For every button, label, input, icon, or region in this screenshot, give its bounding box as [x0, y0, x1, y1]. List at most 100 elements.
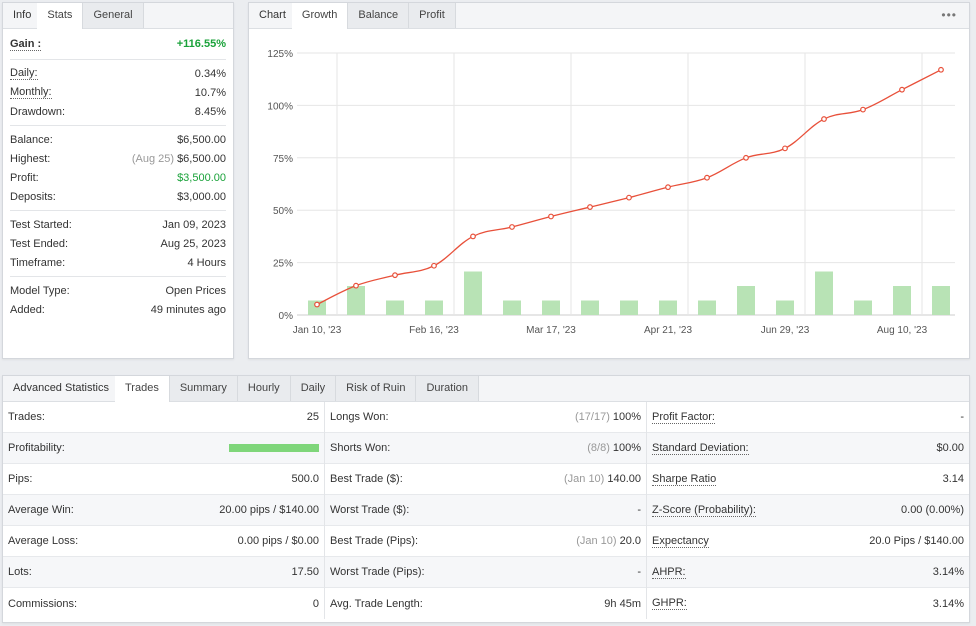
gain-label[interactable]: Gain :: [10, 37, 42, 51]
highest-value: (Aug 25) $6,500.00: [132, 153, 226, 165]
stats-label: Pips:: [8, 473, 33, 485]
growth-point[interactable]: [860, 106, 866, 113]
stats-value: 500.0: [291, 473, 319, 485]
y-tick-label: 125%: [267, 49, 293, 60]
stats-value: 0.00 pips / $0.00: [238, 535, 319, 547]
stats-label[interactable]: AHPR:: [652, 565, 686, 579]
bar-mark: [581, 300, 599, 315]
stats-label: Worst Trade ($):: [330, 504, 410, 516]
stats-value-text: 0.00 pips / $0.00: [237, 535, 319, 547]
tab-profit[interactable]: Profit: [409, 3, 456, 28]
tab-summary[interactable]: Summary: [169, 376, 238, 401]
growth-point[interactable]: [548, 213, 554, 220]
stats-label[interactable]: Expectancy: [652, 534, 709, 548]
stats-column-2: Longs Won: (17/17) 100% Shorts Won: (8/8) 100…: [325, 402, 647, 619]
stats-row: Expectancy 20.0 Pips / $140.00: [647, 526, 969, 557]
stats-value: 0: [313, 598, 319, 610]
growth-point[interactable]: [782, 145, 788, 152]
stats-value-text: $0.00: [936, 442, 964, 454]
stats-row: Longs Won: (17/17) 100%: [325, 402, 646, 433]
stats-value: (8/8) 100%: [587, 442, 641, 454]
test-ended-value: Aug 25, 2023: [160, 237, 226, 250]
tab-general[interactable]: General: [83, 3, 144, 28]
stats-value: (Jan 10) 20.0: [576, 535, 641, 547]
info-row-timeframe: Timeframe: 4 Hours: [10, 253, 226, 272]
tab-stats[interactable]: Stats: [37, 3, 84, 29]
stats-label: Commissions:: [8, 597, 78, 610]
growth-point[interactable]: [509, 224, 515, 230]
x-tick-label: Feb 16, '23: [409, 325, 459, 336]
stats-label: Avg. Trade Length:: [330, 597, 423, 610]
stats-label: Best Trade (Pips):: [330, 535, 419, 547]
tab-balance[interactable]: Balance: [348, 3, 410, 28]
tab-growth[interactable]: Growth: [291, 3, 349, 29]
stats-row: Commissions: 0: [3, 588, 324, 619]
stats-value-text: 0: [312, 597, 319, 610]
stats-label: Average Win:: [8, 504, 74, 516]
bar-mark: [308, 300, 326, 315]
bar-mark: [893, 286, 911, 315]
tab-duration[interactable]: Duration: [416, 376, 480, 401]
stats-row: Sharpe Ratio 3.14: [647, 464, 969, 495]
growth-point[interactable]: [899, 86, 905, 93]
stats-value-text: -: [960, 411, 964, 423]
daily-label[interactable]: Daily:: [10, 67, 38, 80]
tab-daily[interactable]: Daily: [290, 376, 337, 401]
x-tick-label: Jun 29, '23: [761, 325, 810, 336]
tab-chart[interactable]: Chart: [259, 9, 286, 21]
bar-mark: [464, 271, 482, 315]
stats-row: AHPR: 3.14%: [647, 557, 969, 588]
bar-mark: [620, 300, 638, 315]
stats-column-3: Profit Factor: - Standard Deviation: $0.00 S…: [647, 402, 969, 619]
stats-row: Profitability:: [3, 433, 324, 464]
growth-point[interactable]: [821, 116, 827, 122]
highest-date: (Aug 25): [131, 152, 175, 165]
info-tabs: Info Stats General: [3, 3, 233, 29]
stats-value-note: (Jan 10): [563, 473, 605, 485]
tab-info[interactable]: Info: [13, 9, 32, 21]
growth-point[interactable]: [470, 233, 476, 240]
stats-label[interactable]: Profit Factor:: [652, 410, 715, 424]
growth-point[interactable]: [743, 154, 749, 161]
stats-value-text: 17.50: [291, 566, 319, 578]
tab-trades[interactable]: Trades: [115, 376, 170, 402]
growth-chart: 125% 100% 75% 50% 25% 0% Jan 10, '23 Feb 16, '2…: [267, 49, 955, 336]
growth-point[interactable]: [314, 301, 320, 308]
balance-value: $6,500.00: [177, 133, 226, 146]
growth-point[interactable]: [587, 204, 593, 210]
growth-point[interactable]: [665, 184, 671, 191]
stats-value-text: -: [637, 566, 641, 578]
stats-value: 3.14%: [933, 598, 964, 610]
growth-point[interactable]: [626, 194, 632, 201]
chart-panel: Chart Growth Balance Profit ••• 125% 100%…: [248, 2, 970, 359]
tab-hourly[interactable]: Hourly: [237, 376, 291, 401]
highest-label: Highest:: [10, 152, 51, 165]
stats-value-text: -: [637, 504, 641, 516]
stats-label[interactable]: Z-Score (Probability):: [652, 503, 756, 517]
stats-label[interactable]: Sharpe Ratio: [652, 472, 717, 486]
y-tick-label: 50%: [273, 206, 293, 217]
chart-tabs: Chart Growth Balance Profit: [249, 3, 969, 29]
tab-advanced-statistics[interactable]: Advanced Statistics: [13, 382, 109, 394]
test-started-label: Test Started:: [10, 218, 72, 231]
stats-label[interactable]: GHPR:: [652, 597, 687, 610]
growth-point[interactable]: [938, 66, 944, 73]
tab-risk-of-ruin[interactable]: Risk of Ruin: [336, 376, 417, 401]
info-row-test-ended: Test Ended: Aug 25, 2023: [10, 234, 226, 253]
growth-point[interactable]: [353, 282, 359, 289]
growth-point[interactable]: [392, 272, 398, 279]
ellipsis-icon[interactable]: •••: [941, 8, 957, 22]
info-group-balance: Balance: $6,500.00 Highest: (Aug 25) $6,5…: [10, 126, 226, 211]
info-row-daily: Daily: 0.34%: [10, 64, 226, 83]
daily-value: 0.34%: [194, 67, 226, 80]
growth-point[interactable]: [431, 262, 437, 269]
growth-point[interactable]: [704, 174, 710, 181]
stats-label: Trades:: [8, 411, 45, 423]
balance-label: Balance:: [10, 133, 53, 146]
profitability-bar: [229, 444, 319, 452]
bar-mark: [776, 300, 794, 315]
stats-row: Best Trade ($): (Jan 10) 140.00: [325, 464, 646, 495]
monthly-label[interactable]: Monthly:: [10, 86, 52, 99]
drawdown-value: 8.45%: [194, 105, 226, 118]
stats-label[interactable]: Standard Deviation:: [652, 441, 749, 455]
